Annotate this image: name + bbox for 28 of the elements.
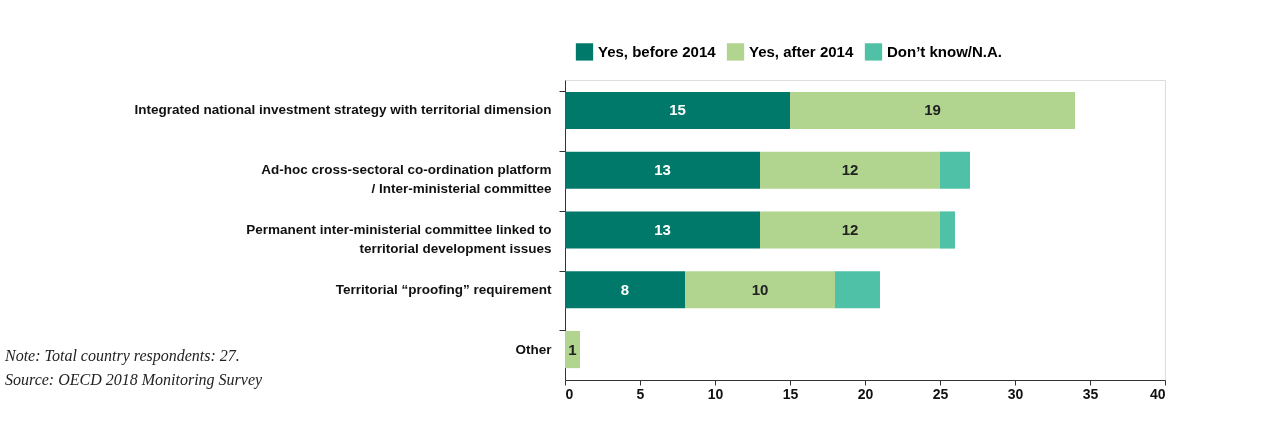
data-label: 12: [841, 221, 859, 238]
legend-label: Yes, after 2014: [749, 42, 854, 60]
x-tick-label: 35: [1082, 385, 1099, 402]
x-tick-label: 40: [1149, 385, 1166, 402]
y-tick-label: Other: [515, 341, 553, 357]
source-note: Source: OECD 2018 Monitoring Survey: [5, 371, 264, 389]
data-label: 13: [654, 221, 671, 238]
data-label: 10: [751, 280, 769, 298]
x-tick-label: 10: [707, 385, 724, 402]
data-label: 13: [654, 161, 671, 179]
x-tick-label: 30: [1007, 385, 1024, 402]
y-tick-label: Permanent inter-ministerial committee linked to territorial development issues: [246, 222, 552, 256]
y-tick-label: Ad-hoc cross-sectoral co-ordination platform / Inter-ministerial committee: [261, 162, 552, 197]
x-tick-label: 15: [782, 385, 799, 402]
legend-label: Don’t know/N.A.: [887, 42, 1002, 60]
x-tick-label: 20: [857, 385, 874, 402]
data-label: 19: [924, 101, 941, 119]
data-label: 12: [841, 161, 859, 179]
data-label: 15: [669, 101, 686, 119]
y-tick-label: Territorial “proofing” requirement: [335, 281, 552, 297]
x-tick-label: 25: [932, 385, 949, 402]
x-tick-label: 5: [636, 385, 645, 402]
data-label: 1: [568, 340, 577, 358]
x-tick-label: 0: [565, 385, 574, 402]
legend-label: Yes, before 2014: [598, 42, 717, 60]
text: Note: Total country respondents: 27.: [4, 347, 240, 365]
y-tick-label: Integrated national investment strategy with territorial dimension: [134, 102, 552, 118]
data-label: 8: [620, 280, 630, 298]
